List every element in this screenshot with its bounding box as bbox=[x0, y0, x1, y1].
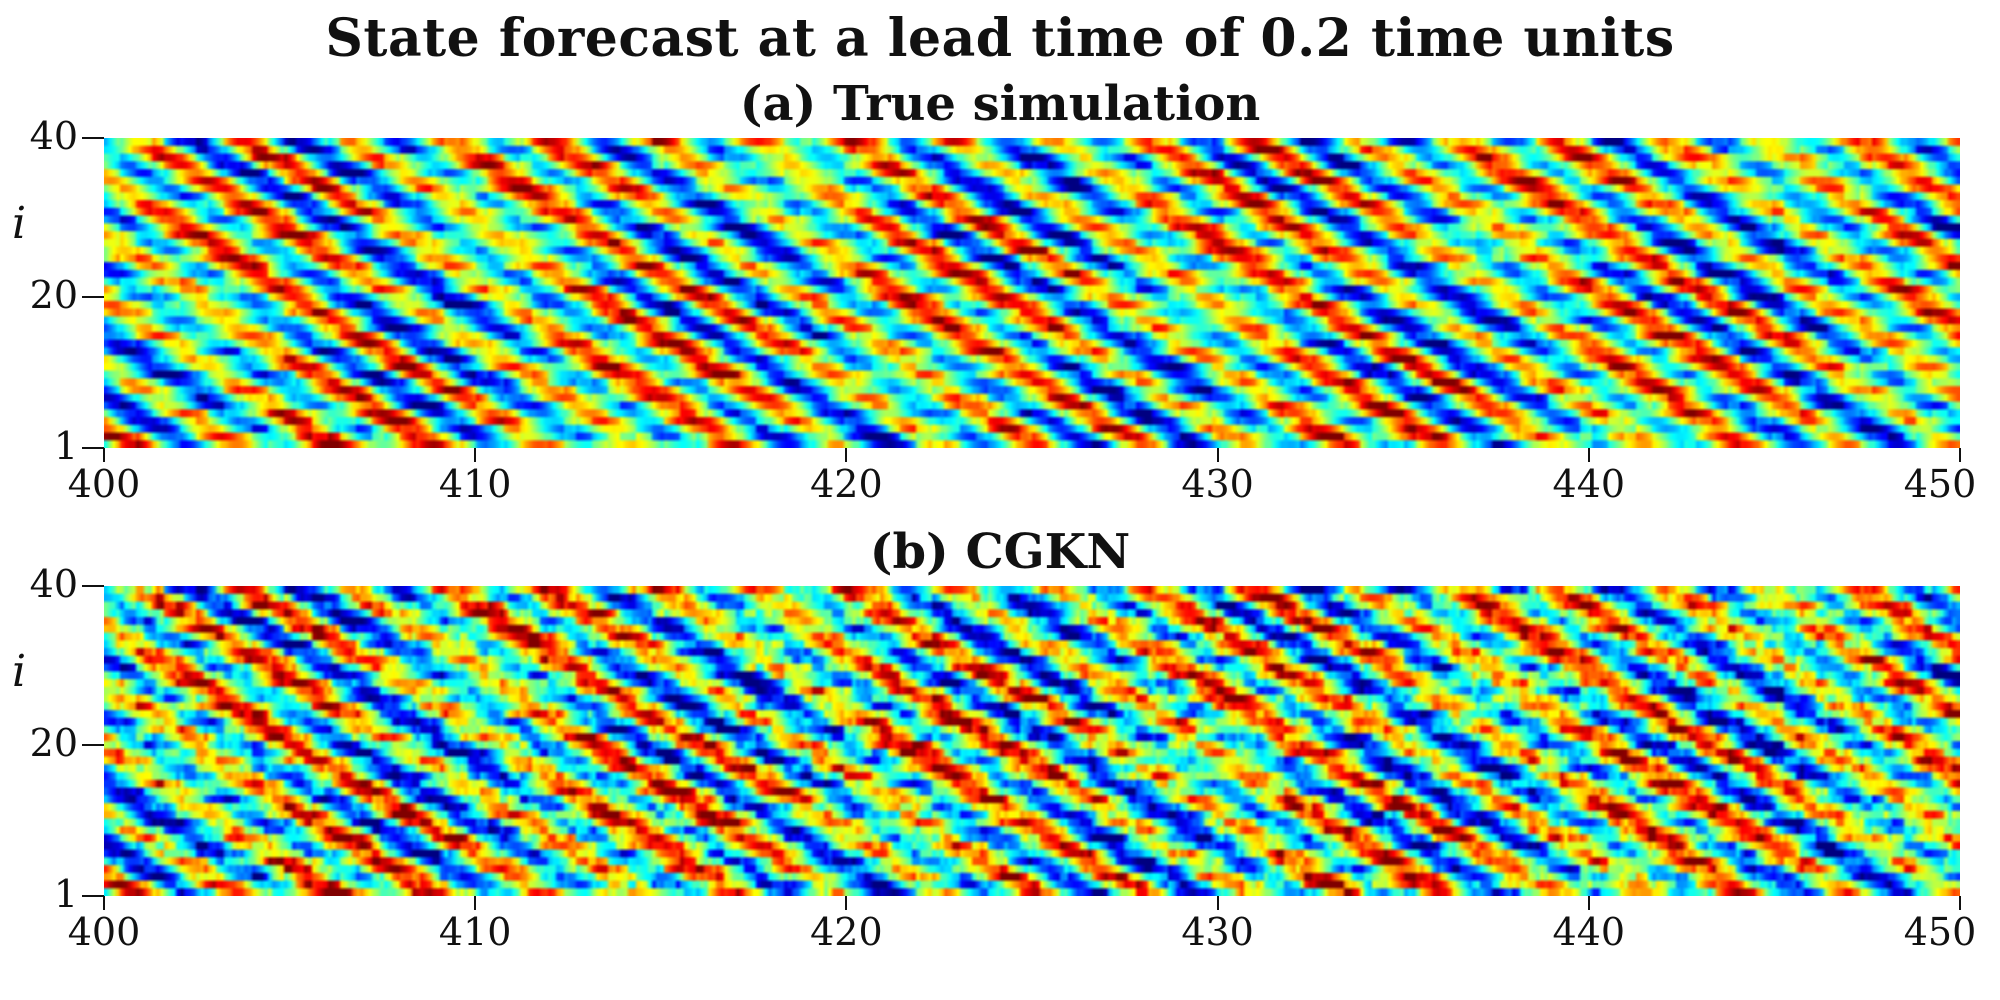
xtick-label: 440 bbox=[1552, 462, 1626, 506]
xtick-label: 450 bbox=[1903, 910, 1977, 954]
main-title: State forecast at a lead time of 0.2 tim… bbox=[325, 8, 1675, 69]
panel-a-title: (a) True simulation bbox=[739, 76, 1261, 132]
panel-a-ylabel: i bbox=[12, 198, 27, 249]
xtick-label: 410 bbox=[438, 910, 512, 954]
ytick-mark bbox=[82, 447, 104, 449]
xtick-label: 440 bbox=[1552, 910, 1626, 954]
xtick-mark bbox=[1959, 896, 1961, 910]
xtick-mark bbox=[845, 448, 848, 462]
ytick-label: 1 bbox=[53, 872, 78, 916]
xtick-label: 430 bbox=[1181, 910, 1254, 954]
xtick-mark bbox=[1587, 448, 1590, 462]
xtick-mark bbox=[474, 448, 477, 462]
ytick-label: 20 bbox=[29, 272, 78, 317]
xtick-label: 420 bbox=[810, 910, 883, 954]
xtick-mark bbox=[103, 448, 105, 462]
xtick-mark bbox=[103, 896, 105, 910]
xtick-mark bbox=[1216, 896, 1219, 910]
panel-a: (a) True simulation i 1 20 40 400 410 420 430 4… bbox=[0, 76, 2000, 516]
ytick-label: 20 bbox=[29, 720, 78, 765]
ytick-mark bbox=[82, 585, 104, 587]
panel-b-title: (b) CGKN bbox=[869, 524, 1131, 580]
xtick-mark bbox=[845, 896, 848, 910]
ytick-mark bbox=[82, 895, 104, 897]
ytick-mark bbox=[82, 295, 104, 298]
xtick-label: 400 bbox=[67, 910, 141, 954]
panel-b-heatmap bbox=[104, 586, 1960, 896]
panel-b-ylabel: i bbox=[12, 646, 27, 697]
ytick-mark bbox=[82, 137, 104, 139]
ytick-label: 40 bbox=[29, 114, 78, 158]
xtick-label: 420 bbox=[810, 462, 883, 506]
xtick-mark bbox=[1216, 448, 1219, 462]
xtick-mark bbox=[1959, 448, 1961, 462]
ytick-label: 40 bbox=[29, 562, 78, 606]
panel-b: (b) CGKN i 1 20 40 400 410 420 430 440 450 bbox=[0, 524, 2000, 964]
xtick-mark bbox=[474, 896, 477, 910]
ytick-label: 1 bbox=[53, 424, 78, 468]
xtick-label: 430 bbox=[1181, 462, 1254, 506]
panel-a-heatmap bbox=[104, 138, 1960, 448]
xtick-label: 450 bbox=[1903, 462, 1977, 506]
xtick-label: 400 bbox=[67, 462, 141, 506]
xtick-label: 410 bbox=[438, 462, 512, 506]
xtick-mark bbox=[1587, 896, 1590, 910]
ytick-mark bbox=[82, 743, 104, 746]
